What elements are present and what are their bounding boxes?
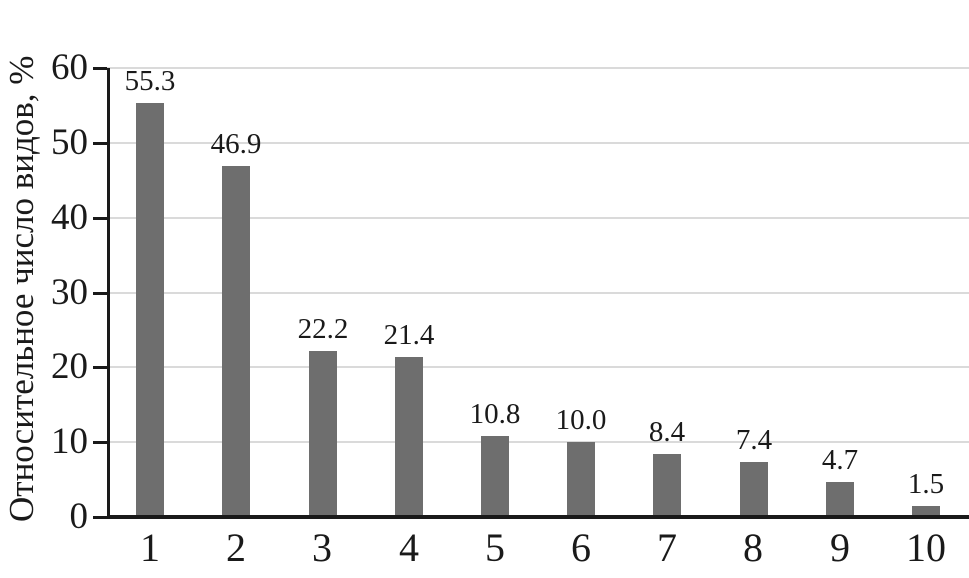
x-tick-label: 3 (312, 525, 332, 570)
gridline (107, 216, 969, 219)
bar (395, 357, 423, 517)
y-tick-label: 0 (69, 496, 89, 537)
bar-value-label: 7.4 (735, 424, 773, 456)
y-tick-label: 40 (51, 196, 88, 238)
x-tick-label: 10 (906, 525, 946, 570)
x-tick-label: 7 (657, 525, 677, 570)
y-axis-tick (93, 216, 107, 220)
y-tick-label: 50 (51, 121, 88, 163)
bar (481, 436, 509, 517)
x-tick-label: 5 (485, 525, 505, 570)
y-axis-tick (93, 291, 107, 295)
bar-value-label: 22.2 (297, 313, 349, 345)
y-tick-label: 20 (51, 346, 88, 388)
x-tick-label: 8 (743, 525, 763, 570)
x-tick-label: 6 (571, 525, 591, 570)
y-axis-tick (93, 516, 107, 519)
bar (222, 166, 250, 517)
bar (136, 103, 164, 517)
bar-value-label: 21.4 (383, 319, 435, 351)
gridline (107, 366, 969, 369)
x-tick-label: 2 (226, 525, 246, 570)
y-tick-label: 10 (51, 421, 88, 463)
bar-value-label: 1.5 (907, 468, 945, 500)
bar-value-label: 8.4 (648, 416, 686, 448)
x-tick-label: 9 (830, 525, 850, 570)
y-axis-tick (93, 441, 107, 445)
bar (653, 454, 681, 517)
y-axis-tick (93, 141, 107, 145)
y-axis-tick (93, 67, 107, 70)
y-axis-tick (93, 366, 107, 370)
bar-value-label: 10.8 (469, 398, 521, 430)
y-tick-label: 30 (51, 271, 88, 313)
bar-value-label: 4.7 (821, 444, 859, 476)
bar (912, 506, 940, 517)
bar (567, 442, 595, 517)
x-tick-label: 1 (140, 525, 160, 570)
bar-value-label: 10.0 (555, 404, 607, 436)
gridline (107, 291, 969, 294)
bar (826, 482, 854, 517)
gridline (107, 141, 969, 144)
bar (740, 462, 768, 517)
x-tick-label: 4 (399, 525, 419, 570)
x-axis-line (107, 515, 969, 519)
bar-value-label: 55.3 (124, 65, 176, 97)
gridline (107, 67, 969, 69)
y-axis-line (107, 68, 110, 519)
bar-value-label: 46.9 (210, 128, 262, 160)
y-tick-label: 60 (51, 47, 88, 88)
bar (309, 351, 337, 517)
gridline (107, 441, 969, 444)
